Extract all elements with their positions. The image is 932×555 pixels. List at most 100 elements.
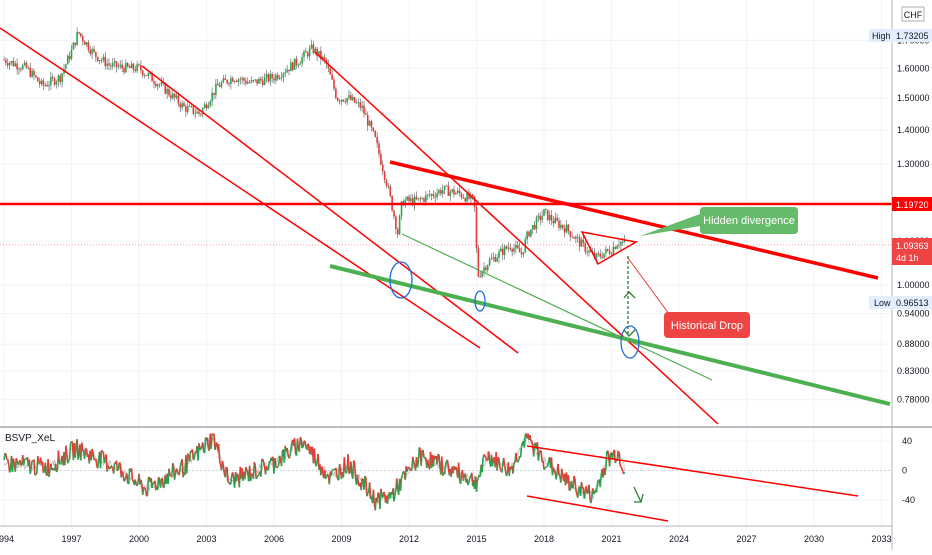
candle-body	[348, 95, 350, 98]
oscillator-segment	[117, 461, 118, 471]
oscillator-segment	[612, 452, 613, 459]
oscillator-segment	[522, 443, 523, 447]
oscillator-segment	[144, 487, 145, 488]
oscillator-segment	[53, 468, 54, 470]
candle-body	[502, 249, 504, 255]
candle-body	[331, 75, 333, 80]
oscillator-segment	[547, 466, 548, 467]
last-price-value: 1.09363	[896, 241, 929, 251]
candle-body	[562, 225, 564, 228]
candle-body	[384, 171, 386, 180]
candle-body	[436, 193, 438, 197]
oscillator-segment	[275, 458, 276, 466]
candle-body	[496, 258, 498, 262]
oscillator-segment	[93, 454, 94, 460]
candle-body	[58, 76, 60, 82]
time-tick-label: 2033	[871, 534, 891, 544]
candle-body	[566, 225, 568, 233]
candle-body	[564, 228, 566, 233]
oscillator-segment	[20, 460, 21, 465]
candle-body	[89, 50, 91, 54]
candle-body	[324, 57, 326, 60]
candle-body	[230, 78, 232, 84]
oscillator-segment	[78, 456, 79, 459]
candle-body	[464, 198, 466, 201]
oscillator-segment	[173, 463, 174, 466]
oscillator-segment	[161, 478, 162, 488]
oscillator-segment	[261, 459, 262, 477]
oscillator-segment	[438, 454, 439, 455]
oscillator-segment	[337, 475, 338, 479]
candle-body	[236, 81, 238, 82]
oscillator-tick-label: -40	[902, 495, 915, 505]
candle-body	[74, 43, 76, 45]
oscillator-segment	[118, 462, 119, 469]
oscillator-segment	[162, 478, 163, 479]
candle-body	[288, 70, 290, 71]
candle-body	[359, 102, 361, 108]
oscillator-segment	[146, 489, 147, 496]
candle-body	[434, 196, 436, 197]
oscillator-segment	[610, 454, 611, 467]
historical-drop-callout[interactable]: Historical Drop	[664, 312, 750, 338]
oscillator-segment	[57, 471, 58, 472]
oscillator-segment	[233, 472, 234, 478]
oscillator-segment	[445, 464, 446, 474]
candle-body	[382, 165, 384, 172]
oscillator-segment	[39, 463, 40, 464]
candle-body	[29, 68, 31, 77]
candle-body	[607, 249, 609, 251]
oscillator-segment	[132, 468, 133, 479]
candle-body	[91, 49, 93, 54]
candle-body	[95, 52, 97, 57]
candle-body	[305, 51, 307, 52]
oscillator-segment	[355, 463, 356, 478]
oscillator-segment	[287, 448, 288, 455]
candle-body	[7, 63, 9, 65]
oscillator-segment	[83, 450, 84, 452]
oscillator-segment	[203, 442, 204, 451]
candle-body	[211, 93, 213, 102]
candle-body	[206, 104, 208, 108]
candle-body	[478, 248, 480, 277]
candle-body	[393, 211, 395, 217]
candle-body	[179, 104, 181, 108]
oscillator-segment	[254, 462, 255, 465]
candle-body	[256, 79, 258, 83]
oscillator-segment	[597, 483, 598, 492]
oscillator-segment	[230, 484, 231, 485]
oscillator-segment	[578, 491, 579, 498]
oscillator-segment	[411, 470, 412, 471]
candle-body	[223, 78, 225, 82]
candle-body	[397, 229, 399, 234]
oscillator-segment	[101, 450, 102, 468]
oscillator-segment	[137, 482, 138, 486]
candle-body	[350, 95, 352, 100]
oscillator-segment	[442, 457, 443, 476]
candle-body	[506, 246, 508, 248]
candle-body	[376, 137, 378, 143]
candle-body	[532, 225, 534, 229]
candle-body	[155, 84, 157, 86]
oscillator-segment	[38, 456, 39, 464]
oscillator-segment	[521, 447, 522, 457]
oscillator-segment	[485, 456, 486, 458]
oscillator-segment	[114, 463, 115, 474]
candle-body	[52, 77, 54, 78]
candle-body	[71, 50, 73, 59]
candle-body	[526, 232, 528, 240]
candle-body	[378, 143, 380, 154]
oscillator-segment	[586, 486, 587, 493]
candle-body	[613, 247, 615, 255]
candle-body	[479, 277, 481, 278]
candle-body	[157, 85, 159, 87]
historical-drop-label: Historical Drop	[671, 320, 743, 332]
indicator-name: BSVP_XeL	[5, 433, 55, 444]
price-tick-label: 1.00000	[897, 280, 930, 290]
oscillator-segment	[571, 481, 572, 488]
candle-body	[494, 257, 496, 262]
oscillator-segment	[98, 460, 99, 468]
